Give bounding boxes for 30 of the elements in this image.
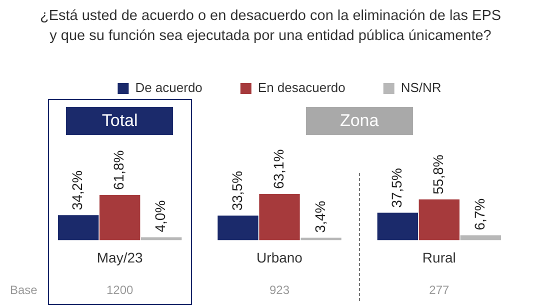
text: Base — [10, 283, 38, 297]
data-label: 61,8% — [110, 150, 127, 190]
data-label: 33,5% — [228, 170, 245, 211]
data-label: 4,0% — [152, 200, 168, 232]
x-tick-label: Rural — [422, 249, 456, 266]
data-label: 63,1% — [270, 149, 286, 190]
bar — [300, 238, 342, 240]
bar — [460, 235, 502, 240]
bar — [418, 199, 460, 240]
data-label: 3,4% — [312, 200, 328, 233]
text: 1200 — [105, 283, 134, 297]
text: Total — [66, 107, 174, 135]
bar — [377, 212, 418, 240]
bar — [99, 194, 140, 240]
data-label: 6,7% — [472, 198, 488, 230]
data-label: 34,2% — [69, 170, 86, 210]
bar — [259, 194, 300, 240]
data-label: 55,8% — [430, 154, 446, 194]
x-tick-label: May/23 — [96, 249, 143, 266]
text: Zona — [306, 107, 413, 135]
chart-title: ¿Está usted de acuerdo o en desacuerdo con la eliminación de las EPS y que su función sea ejecutada por una entidad pública únicamente? — [38, 7, 502, 46]
bar — [218, 216, 258, 240]
legend-label: En desacuerdo — [258, 80, 346, 96]
legend-label: NS/NR — [400, 80, 442, 96]
x-tick-label: Urbano — [256, 249, 303, 266]
text: 923 — [268, 283, 291, 297]
text: 277 — [428, 283, 450, 297]
bar — [58, 215, 99, 240]
data-label: 37,5% — [388, 168, 405, 208]
legend-label: De acuerdo — [135, 80, 202, 96]
